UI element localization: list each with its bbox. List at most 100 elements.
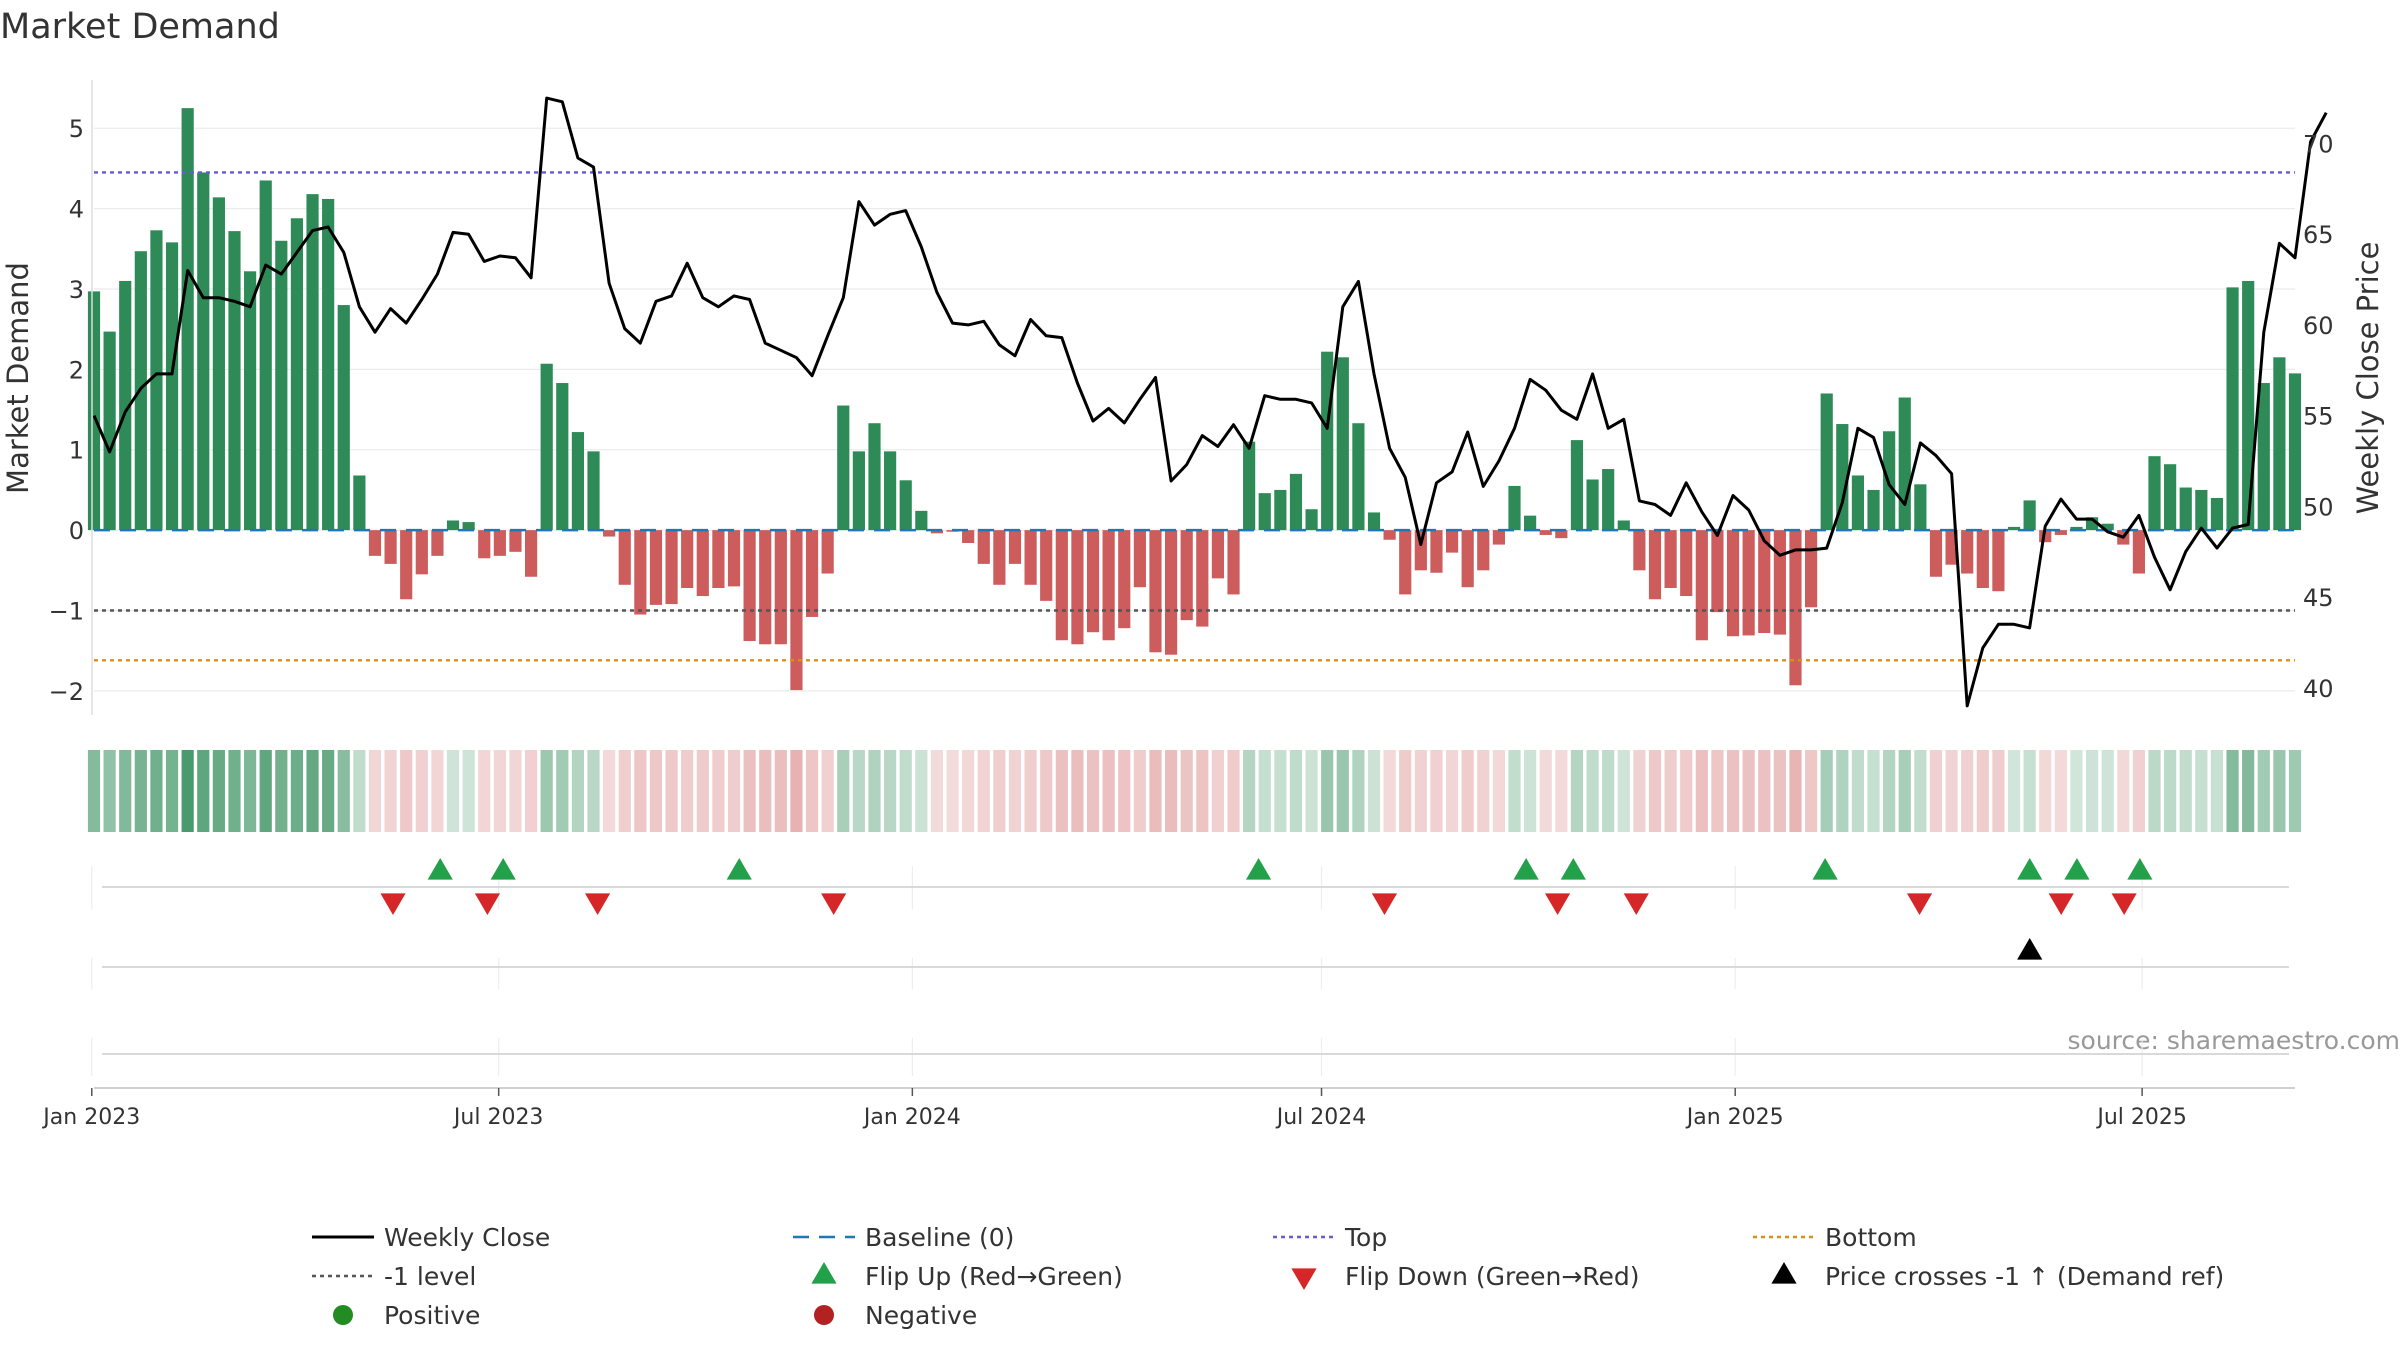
flip-down-marker bbox=[1906, 893, 1933, 915]
heat-cell bbox=[1196, 750, 1209, 832]
heat-cell bbox=[1461, 750, 1474, 832]
heat-cell bbox=[993, 750, 1006, 832]
demand-bar bbox=[915, 510, 928, 531]
demand-bar bbox=[790, 530, 803, 691]
demand-bar bbox=[2070, 526, 2083, 531]
demand-bar bbox=[165, 242, 179, 531]
y2-tick-label: 65 bbox=[2303, 221, 2334, 249]
flip-up-marker bbox=[490, 858, 516, 880]
demand-bar bbox=[1024, 530, 1037, 585]
demand-bar bbox=[1695, 530, 1708, 641]
heat-cell bbox=[2054, 750, 2067, 832]
y2-tick-label: 55 bbox=[2303, 403, 2334, 431]
flip-up-marker bbox=[726, 858, 752, 880]
heat-cell bbox=[1289, 750, 1303, 832]
heat-cell bbox=[774, 750, 787, 832]
demand-bar bbox=[2195, 489, 2208, 531]
flip-up-marker bbox=[2127, 858, 2153, 880]
demand-bar bbox=[212, 197, 225, 531]
demand-bar bbox=[1961, 530, 1974, 574]
x-tick-label: Jan 2025 bbox=[1685, 1105, 1784, 1130]
heat-cell bbox=[1508, 750, 1521, 832]
legend-label: -1 level bbox=[384, 1262, 476, 1291]
legend-handle-price-cross bbox=[1771, 1262, 1797, 1284]
heat-cell bbox=[1602, 750, 1615, 832]
heat-cell bbox=[2117, 750, 2130, 832]
heat-cell bbox=[119, 750, 132, 832]
demand-bar bbox=[1726, 530, 1740, 637]
demand-bar bbox=[930, 530, 944, 534]
heat-cell bbox=[2164, 750, 2177, 832]
demand-bar bbox=[1867, 489, 1880, 531]
demand-bar bbox=[431, 530, 444, 556]
legend-handle-flip-down bbox=[1291, 1268, 1317, 1290]
heat-cell bbox=[2148, 750, 2161, 832]
demand-bar bbox=[322, 198, 335, 531]
demand-bar bbox=[571, 432, 584, 531]
demand-bar bbox=[1321, 351, 1334, 531]
heat-cell bbox=[2195, 750, 2208, 832]
demand-bar bbox=[1820, 393, 1833, 531]
heat-cell bbox=[1742, 750, 1755, 832]
heat-cell bbox=[1164, 750, 1178, 832]
flip-up-marker bbox=[2017, 858, 2043, 880]
x-tick-label: Jan 2024 bbox=[862, 1105, 961, 1130]
demand-bar bbox=[1976, 530, 1989, 588]
heat-cell bbox=[540, 750, 553, 832]
demand-bar bbox=[1524, 515, 1537, 531]
demand-bar bbox=[2226, 287, 2239, 531]
demand-bar bbox=[275, 240, 288, 531]
heat-cell bbox=[150, 750, 163, 832]
flip-up-marker bbox=[1560, 858, 1586, 880]
heat-cell bbox=[1086, 750, 1100, 832]
legend-label: Bottom bbox=[1825, 1223, 1917, 1252]
heat-cell bbox=[244, 750, 257, 832]
demand-bar bbox=[524, 530, 538, 577]
demand-bar bbox=[1680, 530, 1693, 597]
heat-cell bbox=[400, 750, 413, 832]
demand-bar bbox=[2101, 523, 2114, 531]
heat-cell bbox=[1149, 750, 1162, 832]
heat-cell bbox=[790, 750, 803, 832]
demand-bar bbox=[899, 480, 912, 531]
heat-cell bbox=[837, 750, 850, 832]
flip-down-marker bbox=[474, 893, 501, 915]
chart-title: Market Demand bbox=[0, 7, 280, 47]
heat-cell bbox=[2070, 750, 2083, 832]
legend-label: Top bbox=[1344, 1223, 1387, 1252]
heat-cell bbox=[353, 750, 366, 832]
heat-cell bbox=[165, 750, 179, 832]
legend-handle-positive bbox=[333, 1305, 353, 1325]
flip-up-marker bbox=[1245, 858, 1272, 880]
demand-bar bbox=[509, 530, 522, 552]
demand-bar bbox=[1711, 530, 1724, 613]
demand-bar bbox=[228, 231, 241, 531]
demand-bar bbox=[2164, 464, 2177, 531]
demand-bar bbox=[852, 451, 865, 531]
heat-cell bbox=[1383, 750, 1396, 832]
heat-cell bbox=[509, 750, 522, 832]
heat-cell bbox=[1492, 750, 1505, 832]
demand-bar bbox=[1289, 473, 1303, 531]
demand-bar bbox=[384, 530, 397, 564]
demand-bar bbox=[618, 530, 631, 585]
demand-bar bbox=[1274, 489, 1287, 531]
heat-cell bbox=[1477, 750, 1490, 832]
demand-bar bbox=[774, 530, 787, 645]
y-tick-label: −1 bbox=[49, 598, 84, 626]
heat-cell bbox=[712, 750, 725, 832]
demand-bar bbox=[1773, 530, 1786, 635]
demand-bar bbox=[244, 271, 257, 531]
demand-bar bbox=[759, 530, 772, 645]
demand-bars bbox=[87, 108, 2302, 691]
demand-bar bbox=[1008, 530, 1022, 564]
flip-up-marker bbox=[427, 858, 453, 880]
heat-cell bbox=[681, 750, 694, 832]
demand-bar bbox=[290, 218, 304, 531]
heat-cell bbox=[1321, 750, 1334, 832]
flip-down-marker bbox=[821, 893, 847, 915]
heat-cell bbox=[290, 750, 304, 832]
heat-cell bbox=[1414, 750, 1427, 832]
flip-up-marker bbox=[1513, 858, 1539, 880]
